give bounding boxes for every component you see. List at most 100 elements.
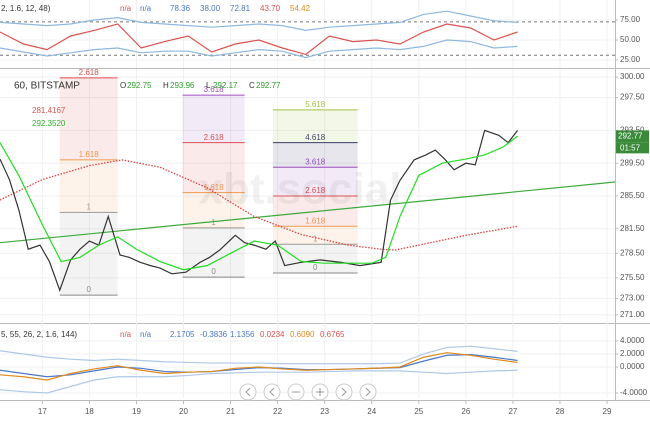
ohlc-key: C [249,81,255,90]
series-line [0,10,518,32]
x-tick-label: 17 [38,407,47,416]
indicator-value: 72.81 [230,4,251,13]
x-tick-label: 20 [179,407,188,416]
series-line [0,352,518,381]
x-tick-label: 25 [414,407,423,416]
series-line [0,369,518,394]
fib-label: 1.618 [204,183,225,192]
fib-label: 0 [86,285,91,294]
fib-band [182,142,245,193]
ohlc-value: 292.17 [213,81,238,90]
fib-label: 2.618 [79,68,100,77]
series-line [0,354,518,378]
indicator-value: 38.00 [200,4,221,13]
y-tick-label: 275.50 [620,273,645,282]
pane [0,0,615,68]
back-button[interactable] [263,383,281,401]
indicator-value: n/a [120,330,132,339]
icon [341,387,347,397]
y-tick-label: 25.00 [620,55,641,64]
watermark: xbt.social [199,165,402,214]
fib-band [182,95,245,143]
series-line [0,135,518,271]
navigation-buttons [239,383,377,401]
fib-band [272,167,358,196]
y-tick-label: 293.50 [620,125,645,134]
ohlc-value: 293.96 [170,81,195,90]
y-tick-label: 297.50 [620,93,645,102]
last-price-label: 292.77 [618,131,643,140]
symbol-title: 60, BITSTAMP [14,81,80,92]
indicator-value: 0.6765 [320,330,345,339]
ohlc-key: L [206,81,211,90]
x-tick-label: 29 [603,407,612,416]
scroll-right-button[interactable] [359,383,377,401]
pane: 0 1 1.618 2.618 0 1 1.618 2.618 3.618 0 1 1.618 2.61… [0,68,615,323]
fib-band [272,142,358,168]
countdown-box [616,142,649,154]
fib-label: 3.618 [204,85,225,94]
fib-label: 1.618 [79,150,100,159]
icon [269,387,275,397]
y-tick-label: 300.00 [620,72,645,81]
fib-band [59,77,118,160]
fib-label: 1 [86,202,91,211]
ohlc-value: 292.77 [256,81,281,90]
y-tick-label: 281.50 [620,224,645,233]
indicator-value: 1.1356 [230,330,255,339]
y-tick-label: 273.00 [620,294,645,303]
icon [245,387,251,397]
x-tick-label: 21 [226,407,235,416]
fib-label: 4.618 [305,133,326,142]
fib-label: 0 [313,263,318,272]
fib-label: 5.618 [305,100,326,109]
indicator-value: 78.36 [170,4,191,13]
y-tick-label: -4.0000 [620,388,648,397]
countdown-label: 01:57 [620,143,641,152]
y-tick-label: 4.0000 [620,336,645,345]
ohlc-value: 292.75 [127,81,152,90]
x-tick-label: 24 [367,407,376,416]
fib-band [272,244,358,273]
series-line [0,345,518,365]
indicator-label: 292.3520 [32,119,66,128]
scroll-left-button[interactable] [239,383,257,401]
fib-label: 1 [211,218,216,227]
indicator-label: 281.4167 [32,106,66,115]
fib-label: 0 [211,267,216,276]
icon [316,388,324,396]
fib-band [272,109,358,143]
last-price-box [616,130,649,143]
fib-label: 2.618 [204,133,225,142]
series-line [0,39,518,59]
ohlc-key: H [163,81,169,90]
y-tick-label: 285.50 [620,191,645,200]
y-tick-label: 50.00 [620,35,641,44]
indicator-value: 2.1705 [170,330,195,339]
fib-label: 2.618 [305,186,326,195]
fib-label: 3.618 [305,157,326,166]
y-tick-label: 0.0000 [620,362,645,371]
fib-label: 1 [313,234,318,243]
fib-band [59,212,118,296]
fib-band [59,159,118,213]
y-tick-label: 2.0000 [620,349,645,358]
indicator-value: n/a [120,4,132,13]
series-line [0,23,518,56]
pane [0,323,615,398]
indicator-value: 43.70 [260,4,281,13]
forward-button[interactable] [335,383,353,401]
ohlc-key: O [120,81,126,90]
x-tick-label: 23 [320,407,329,416]
x-tick-label: 18 [85,407,94,416]
x-tick-label: 19 [132,407,141,416]
series-line [0,129,519,292]
y-tick-label: 278.50 [620,248,645,257]
x-tick-label: 27 [508,407,517,416]
fib-band [272,226,358,245]
fib-label: 1.618 [305,216,326,225]
y-tick-label: 271.00 [620,310,645,319]
indicator-value: 0.6090 [290,330,315,339]
